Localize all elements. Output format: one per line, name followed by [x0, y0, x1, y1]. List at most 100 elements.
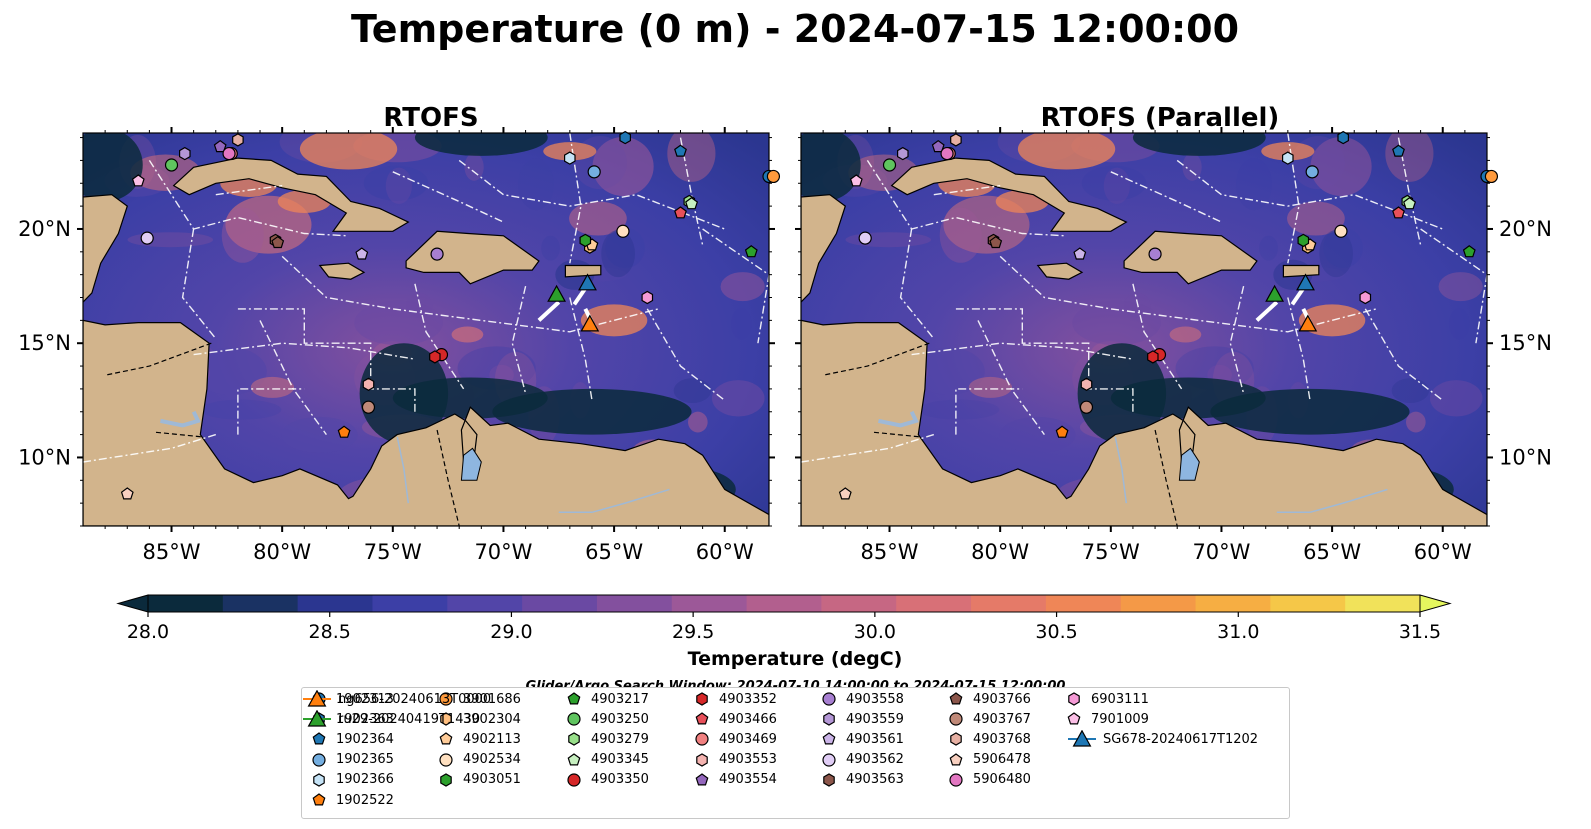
land-mass — [890, 157, 1128, 232]
legend-item: 4903250 — [567, 710, 649, 728]
legend-hexagon-icon — [440, 773, 452, 787]
marker-3901686 — [1484, 169, 1499, 184]
legend-pentagon-icon — [695, 712, 709, 725]
legend-circle-icon — [822, 752, 836, 767]
legend-marker — [695, 773, 709, 786]
legend-label: 4903279 — [591, 731, 649, 747]
legend-item: 4903563 — [822, 771, 904, 789]
colorbar-segment — [1195, 595, 1271, 612]
marker-4903250 — [882, 158, 897, 172]
legend-marker — [440, 773, 452, 787]
marker-4903561 — [355, 247, 369, 260]
legend-label: 4903561 — [846, 731, 904, 747]
colorbar-segment — [1270, 595, 1346, 612]
legend-label: 4903051 — [463, 772, 521, 788]
legend-label: 4903553 — [719, 752, 777, 768]
legend-circle-icon — [312, 752, 326, 767]
legend-marker — [949, 773, 963, 787]
x-tick-label: 70°W — [1192, 540, 1250, 564]
legend-hexagon-icon — [313, 773, 325, 787]
marker-4903554 — [213, 139, 227, 153]
legend-item: 4903553 — [695, 751, 777, 769]
legend-item: 4903350 — [567, 771, 649, 789]
legend-marker — [312, 752, 326, 767]
land-mass — [83, 319, 769, 526]
legend-marker — [567, 712, 581, 726]
x-tick-label: 80°W — [971, 540, 1029, 564]
marker-1902366 — [1281, 151, 1294, 165]
legend-circle-icon — [567, 773, 581, 787]
marker-1902365 — [1305, 165, 1319, 179]
marker-4903051 — [1297, 233, 1310, 248]
legend-hexagon-icon — [1068, 692, 1080, 706]
legend-item: 4903469 — [695, 730, 777, 748]
legend-item: 4903766 — [949, 690, 1031, 708]
colorbar-segment — [372, 595, 448, 612]
y-tick-label: 10°N — [1499, 445, 1552, 469]
legend-marker — [312, 793, 326, 806]
legend-marker — [307, 690, 327, 707]
marker-4903558 — [430, 247, 444, 261]
marker-4903562 — [140, 231, 154, 245]
marker-4903559 — [179, 146, 191, 161]
legend-marker — [439, 692, 453, 706]
legend-marker — [439, 752, 453, 767]
y-tick-label: 20°N — [18, 217, 71, 241]
x-tick-label: 80°W — [253, 540, 311, 564]
colorbar-segment — [971, 595, 1047, 612]
legend-label: 4903217 — [591, 691, 649, 707]
legend-marker — [307, 710, 327, 727]
y-tick-label: 20°N — [1499, 217, 1552, 241]
marker-6903111 — [641, 290, 654, 305]
colorbar-segment — [821, 595, 897, 612]
land-mass — [801, 133, 802, 144]
legend-triangle-icon — [1068, 730, 1096, 747]
marker-1902363 — [619, 130, 632, 145]
colorbar-segment — [746, 595, 822, 612]
marker-1902364 — [674, 144, 687, 157]
colorbar-tick-label: 28.0 — [127, 621, 169, 643]
x-tick-label: 75°W — [364, 540, 422, 564]
marker-4903352 — [1147, 350, 1159, 364]
marker-4903466 — [1392, 206, 1405, 219]
legend-marker — [567, 692, 581, 705]
colorbar-segment — [596, 595, 673, 612]
legend-pentagon-icon — [1067, 712, 1081, 725]
legend-item: 5906478 — [949, 751, 1031, 769]
marker-4903051 — [579, 233, 592, 248]
legend-hexagon-icon — [823, 773, 835, 787]
legend-hexagon-icon — [568, 732, 580, 747]
legend-label: 4903554 — [719, 772, 777, 788]
legend-marker — [568, 732, 580, 747]
marker-1902365 — [587, 165, 601, 179]
map-panel-2: 85°W 80°W 75°W 70°W 65°W 60°W 10°N 15°N 20°N — [795, 127, 1552, 564]
colorbar-segment — [522, 595, 598, 612]
y-tick-label: 15°N — [18, 331, 71, 355]
marker-3901686 — [766, 169, 781, 184]
marker-4902534 — [1334, 224, 1348, 238]
marker-5906478 — [120, 487, 134, 500]
marker-4903554 — [931, 139, 945, 153]
marker-4903466 — [674, 206, 687, 219]
legend-item: 1902366 — [312, 771, 394, 789]
land-mass — [801, 319, 1487, 526]
legend-label: 4903352 — [719, 691, 777, 707]
legend-label: 1902366 — [336, 772, 394, 788]
legend-hexagon-icon — [696, 752, 708, 767]
legend-item: SG678-20240617T1202 — [1067, 730, 1258, 748]
legend-label: 4903345 — [591, 752, 649, 768]
x-tick-label: 65°W — [1303, 540, 1361, 564]
land-mass — [1282, 264, 1320, 278]
legend-item: 4903767 — [949, 710, 1031, 728]
legend-pentagon-icon — [822, 732, 836, 745]
marker-4903561 — [1073, 247, 1087, 260]
legend-label: 4903768 — [973, 731, 1031, 747]
legend-circle-icon — [949, 712, 963, 726]
legend-marker — [949, 752, 963, 766]
legend-hexagon-icon — [696, 692, 708, 706]
colorbar-segment — [447, 595, 523, 612]
colorbar-segment — [896, 595, 972, 612]
legend-label: 4903766 — [973, 691, 1031, 707]
marker-1902363 — [1337, 130, 1350, 145]
